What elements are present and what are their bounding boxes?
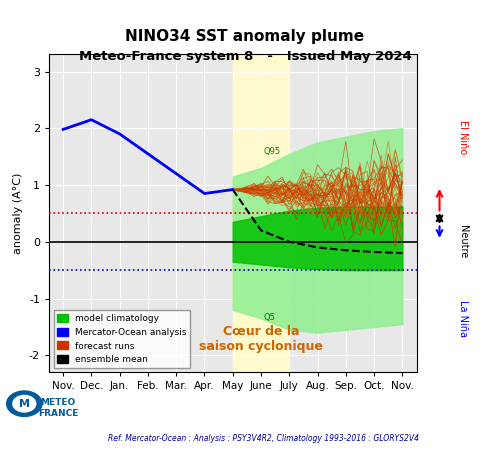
Circle shape bbox=[7, 391, 42, 416]
Text: M: M bbox=[19, 399, 30, 409]
Text: Cœur de la
saison cyclonique: Cœur de la saison cyclonique bbox=[199, 326, 323, 353]
Text: Neutre: Neutre bbox=[458, 225, 468, 258]
Text: Meteo-France system 8   -   Issued May 2024: Meteo-France system 8 - Issued May 2024 bbox=[78, 50, 412, 63]
Text: Ref. Mercator-Ocean : Analysis : PSY3V4R2, Climatology 1993-2016 : GLORYS2V4: Ref. Mercator-Ocean : Analysis : PSY3V4R… bbox=[108, 434, 419, 443]
Bar bbox=[233, 54, 289, 372]
Text: Q95: Q95 bbox=[264, 147, 281, 156]
Text: METEO
FRANCE: METEO FRANCE bbox=[38, 399, 78, 418]
Legend: model climatology, Mercator-Ocean analysis, forecast runs, ensemble mean: model climatology, Mercator-Ocean analys… bbox=[53, 311, 190, 368]
Text: Q5: Q5 bbox=[264, 313, 276, 322]
Circle shape bbox=[13, 395, 36, 412]
Text: La Niña: La Niña bbox=[458, 300, 468, 337]
Y-axis label: anomaly (A°C): anomaly (A°C) bbox=[13, 173, 24, 254]
Text: El Niño: El Niño bbox=[458, 120, 468, 154]
Text: NINO34 SST anomaly plume: NINO34 SST anomaly plume bbox=[125, 29, 365, 44]
